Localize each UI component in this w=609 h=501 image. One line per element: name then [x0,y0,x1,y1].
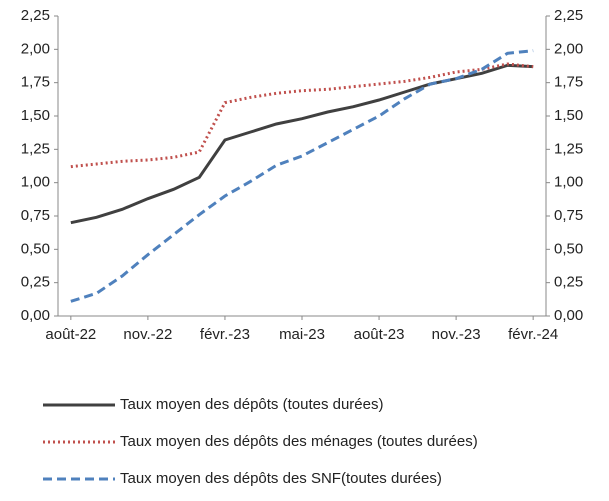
y-tick-label: 1,00 [21,174,50,191]
y-tick-label: 0,25 [21,274,50,291]
y-tick-label: 0,75 [21,207,50,224]
y2-tick-label: 1,00 [554,174,583,191]
legend-label: Taux moyen des dépôts des ménages (toute… [120,433,478,450]
legend-label: Taux moyen des dépôts (toutes durées) [120,396,383,413]
y-tick-label: 0,50 [21,240,50,257]
x-tick-label: mai-23 [279,326,325,343]
x-tick-label: nov.-23 [432,326,481,343]
x-tick-label: nov.-22 [123,326,172,343]
y2-tick-label: 2,00 [554,40,583,57]
x-tick-label: févr.-23 [200,326,250,343]
x-tick-label: août-23 [354,326,405,343]
y2-tick-label: 0,75 [554,207,583,224]
legend-label: Taux moyen des dépôts des SNF(toutes dur… [120,470,442,487]
y2-tick-label: 1,50 [554,107,583,124]
y-tick-label: 1,50 [21,107,50,124]
y2-tick-label: 0,00 [554,307,583,324]
y-tick-label: 1,25 [21,140,50,157]
y2-tick-label: 1,75 [554,74,583,91]
x-tick-label: févr.-24 [508,326,558,343]
y-tick-label: 1,75 [21,74,50,91]
y-tick-label: 2,25 [21,7,50,24]
y2-tick-label: 0,50 [554,240,583,257]
y2-tick-label: 1,25 [554,140,583,157]
series-line [70,49,534,303]
y-tick-label: 2,00 [21,40,50,57]
y2-tick-label: 0,25 [554,274,583,291]
series-line [70,62,534,169]
y2-tick-label: 2,25 [554,7,583,24]
x-tick-label: août-22 [45,326,96,343]
y-tick-label: 0,00 [21,307,50,324]
series-line [70,63,534,225]
